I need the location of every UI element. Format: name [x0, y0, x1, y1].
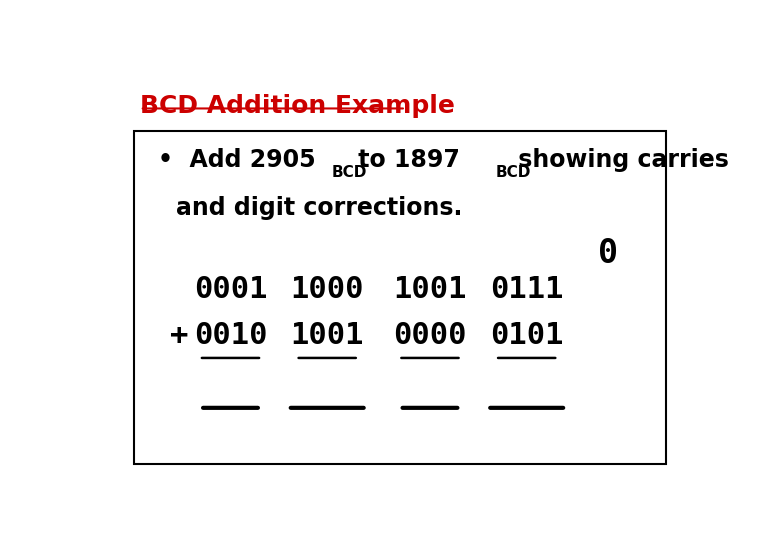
Text: 0101: 0101	[490, 321, 563, 349]
Text: 1000: 1000	[290, 275, 364, 304]
Text: showing carries: showing carries	[510, 148, 729, 172]
Text: 0001: 0001	[193, 275, 268, 304]
Text: 1001: 1001	[290, 321, 364, 349]
FancyBboxPatch shape	[80, 57, 720, 493]
Text: 0000: 0000	[393, 321, 466, 349]
Text: 1001: 1001	[393, 275, 466, 304]
FancyBboxPatch shape	[134, 131, 666, 464]
Text: 0: 0	[598, 238, 619, 271]
Text: 0111: 0111	[490, 275, 563, 304]
Text: •  Add 2905: • Add 2905	[158, 148, 316, 172]
Text: to 1897: to 1897	[350, 148, 460, 172]
Text: and digit corrections.: and digit corrections.	[176, 196, 463, 220]
Text: BCD: BCD	[495, 165, 530, 180]
Text: BCD: BCD	[332, 165, 367, 180]
Text: +: +	[170, 321, 188, 349]
Text: BCD Addition Example: BCD Addition Example	[140, 94, 455, 118]
Text: 0010: 0010	[193, 321, 268, 349]
